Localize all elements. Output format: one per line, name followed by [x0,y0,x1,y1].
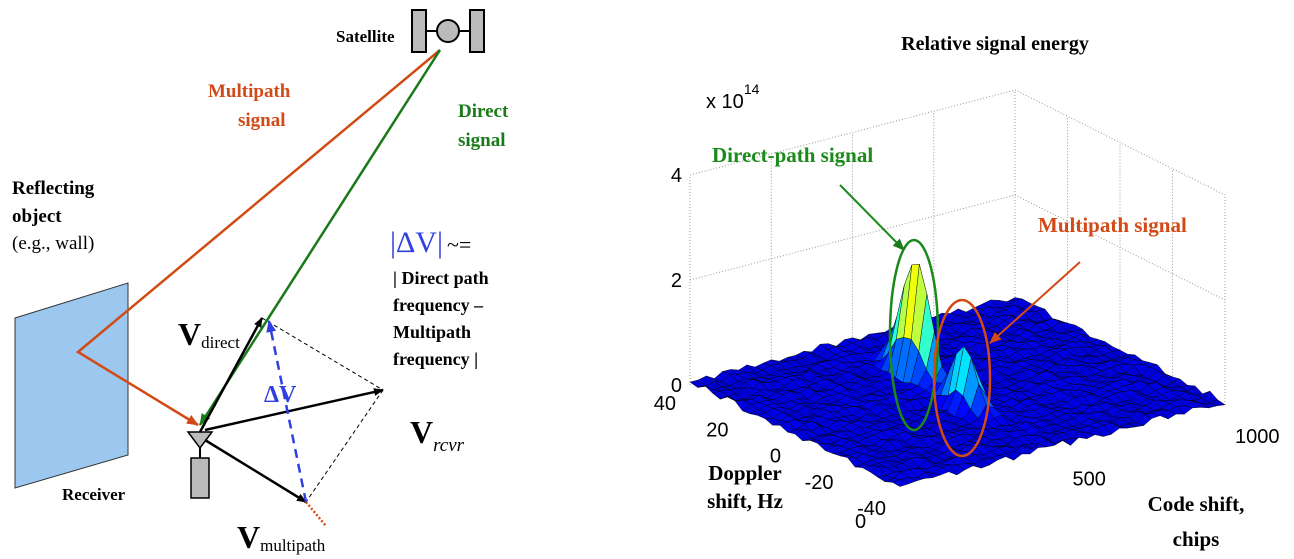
satellite-label: Satellite [336,27,395,46]
v-multipath-label: Vmultipath [237,519,326,555]
surface [689,264,1226,487]
direct-ray [198,49,442,426]
code-tick-label: 0 [855,511,866,533]
v-rcvr-label: Vrcvr [410,414,465,456]
multipath-diagram: Satellite Multipath signal Direct signal R… [12,9,509,555]
direct-label: Direct signal [458,101,509,151]
multipath-label: Multipath signal [208,81,291,131]
vector-construction [198,317,384,527]
multipath-arrow [989,261,1081,344]
box-edge [689,194,1016,281]
reflecting-label: Reflecting object [12,178,95,227]
multipath-annotation: Multipath signal [1038,213,1187,237]
direct-annotation: Direct-path signal [712,143,873,167]
doppler-tick-label: 20 [706,419,728,441]
doppler-tick-label: -20 [805,472,834,494]
wall-note: (e.g., wall) [12,233,94,254]
doppler-tick-label: -40 [857,498,886,520]
wall [14,282,129,489]
delta-v-label: ΔV [264,382,297,408]
delta-v-equation: |ΔV| ~= [390,226,471,259]
code-axis-label: Code shift, chips [1148,492,1245,551]
delta-v-definition: | Direct path frequency – Multipath freq… [393,268,493,369]
v-direct-label: Vdirect [178,316,240,352]
code-tick-label: 500 [1073,469,1106,491]
z-tick-label: 2 [671,270,682,292]
axes-box [689,89,1226,405]
z-tick-label: 4 [671,165,682,187]
doppler-axis-label: Doppler shift, Hz [707,461,783,513]
direct-arrow [839,184,905,251]
code-tick-label: 1000 [1235,426,1280,448]
surface-cell [892,479,909,487]
box-edge [1014,89,1226,196]
doppler-tick-label: 40 [654,393,676,415]
receiver-label: Receiver [62,485,126,504]
multipath-ellipse [932,298,992,458]
z-multiplier: x 1014 [706,81,760,113]
surface-plot: Relative signal energy x 1014 0 2 4 40 20 0 -2… [654,33,1280,551]
doppler-tick-label: 0 [770,446,781,468]
multipath-ray [75,49,441,427]
z-tick-label: 0 [671,375,682,397]
plot-title: Relative signal energy [901,33,1089,55]
satellite-icon [411,9,485,53]
box-edge [689,89,1016,176]
